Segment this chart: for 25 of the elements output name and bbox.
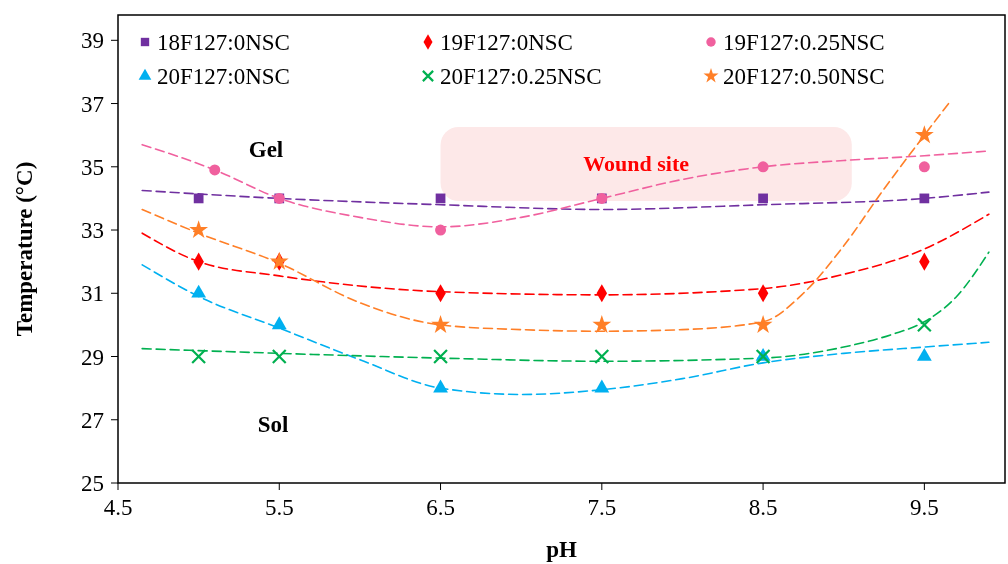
x-tick-label: 7.5 xyxy=(587,495,617,520)
legend-label: 20F127:0.25NSC xyxy=(440,64,602,89)
y-tick-label: 35 xyxy=(81,154,104,180)
legend-label: 18F127:0NSC xyxy=(157,30,290,55)
x-tick-label: 5.5 xyxy=(264,495,294,520)
band-label: Wound site xyxy=(583,151,690,176)
y-tick-label: 33 xyxy=(81,218,104,244)
legend-label: 19F127:0.25NSC xyxy=(723,30,885,55)
annotation: Sol xyxy=(257,412,289,437)
y-tick-label: 37 xyxy=(81,91,104,117)
y-tick-label: 27 xyxy=(81,407,104,433)
y-axis-title: Temperature (°C) xyxy=(12,161,37,337)
x-tick-label: 6.5 xyxy=(426,495,455,520)
x-tick-label: 9.5 xyxy=(909,495,939,520)
x-tick-label: 8.5 xyxy=(748,495,778,520)
legend-label: 20F127:0.50NSC xyxy=(723,64,885,89)
x-axis-title: pH xyxy=(546,537,577,562)
y-tick-label: 31 xyxy=(81,281,104,307)
y-tick-label: 25 xyxy=(81,471,104,496)
y-tick-label: 29 xyxy=(81,344,104,370)
x-tick-label: 4.5 xyxy=(103,495,133,520)
legend-label: 20F127:0NSC xyxy=(157,64,290,89)
legend-label: 19F127:0NSC xyxy=(440,30,573,55)
y-tick-label: 39 xyxy=(81,28,104,54)
annotation: Gel xyxy=(248,137,284,162)
